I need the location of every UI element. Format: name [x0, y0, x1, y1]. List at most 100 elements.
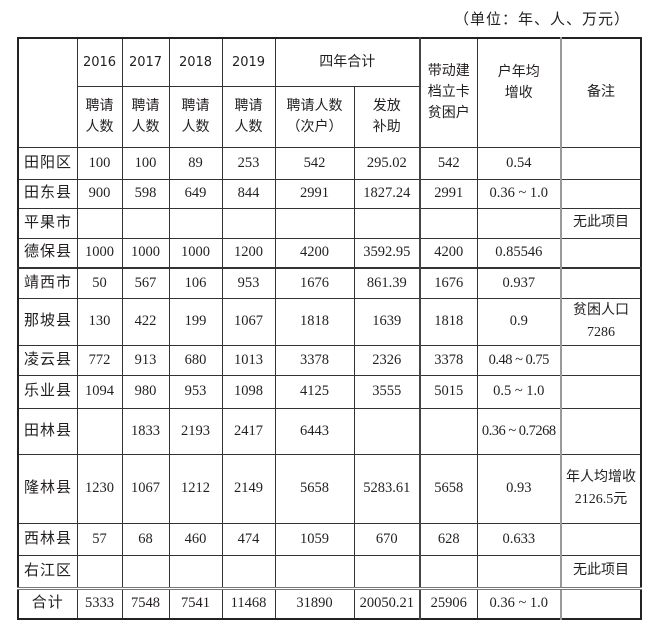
y2019-cell: 1200 — [221, 237, 276, 269]
year-header: 2018 — [168, 37, 223, 87]
total-cell: 2991 — [274, 178, 355, 209]
income-cell: 0.85546 — [476, 237, 562, 269]
note-cell: 年人均增收2126.5元 — [560, 453, 642, 524]
poor-cell — [419, 554, 478, 589]
y2016-cell: 5333 — [76, 586, 123, 620]
table-row: 平果市 无此项目 — [17, 207, 642, 239]
y2018-cell: 7541 — [168, 586, 223, 620]
table-row: 乐业县 1094 980 953 1098 4125 3555 5015 0.5 ~ 1.0 — [17, 374, 642, 409]
region-cell: 合计 — [17, 586, 78, 620]
y2018-cell: 680 — [168, 344, 223, 376]
y2018-cell — [168, 554, 223, 589]
table-row: 德保县 1000 1000 1000 1200 4200 3592.95 4200 0.8554… — [17, 237, 642, 269]
remarks-header: 备注 — [560, 37, 642, 148]
y2019-cell — [221, 207, 276, 239]
note-cell: 无此项目 — [560, 554, 642, 589]
poor-cell: 542 — [419, 146, 478, 180]
region-cell: 那坡县 — [17, 297, 78, 346]
region-cell: 隆林县 — [17, 453, 78, 524]
y2017-cell: 68 — [121, 522, 170, 556]
region-cell: 平果市 — [17, 207, 78, 239]
y2018-cell: 460 — [168, 522, 223, 556]
y2016-cell: 1000 — [76, 237, 123, 269]
hired-label: 聘请人数 — [85, 97, 114, 135]
y2017-cell: 980 — [121, 374, 170, 409]
note-cell — [560, 586, 642, 620]
note-cell — [560, 522, 642, 556]
poor-cell — [419, 207, 478, 239]
y2018-cell: 106 — [168, 267, 223, 299]
y2018-cell: 199 — [168, 297, 223, 346]
y2016-cell: 130 — [76, 297, 123, 346]
table-row: 田林县 1833 2193 2417 6443 0.36 ~ 0.7268 — [17, 407, 642, 455]
poor-cell: 4200 — [419, 237, 478, 269]
y2017-cell: 100 — [121, 146, 170, 180]
poor-cell: 3378 — [419, 344, 478, 376]
y2019-cell: 253 — [221, 146, 276, 180]
region-cell: 田阳区 — [17, 146, 78, 180]
total-cell — [274, 207, 355, 239]
y2017-cell: 1000 — [121, 237, 170, 269]
y2019-cell: 1013 — [221, 344, 276, 376]
note-cell — [560, 267, 642, 299]
table-row: 合计 5333 7548 7541 11468 31890 20050.21 25906 0.3… — [17, 586, 642, 620]
total-cell: 1818 — [274, 297, 355, 346]
total-cell — [274, 554, 355, 589]
y2016-cell: 50 — [76, 267, 123, 299]
y2017-cell: 913 — [121, 344, 170, 376]
subsidy-cell: 3555 — [353, 374, 421, 409]
total-cell: 5658 — [274, 453, 355, 524]
poor-households-header: 带动建档立卡贫困户 — [419, 37, 478, 148]
region-cell: 右江区 — [17, 554, 78, 589]
four-year-total-header: 四年合计 — [274, 37, 421, 87]
poor-cell — [419, 407, 478, 455]
y2018-cell: 1000 — [168, 237, 223, 269]
subsidy-cell: 670 — [353, 522, 421, 556]
subsidy-cell: 3592.95 — [353, 237, 421, 269]
y2018-cell: 1212 — [168, 453, 223, 524]
poor-cell: 2991 — [419, 178, 478, 209]
table-row: 那坡县 130 422 199 1067 1818 1639 1818 0.9 贫困人口7286 — [17, 297, 642, 346]
y2017-cell: 598 — [121, 178, 170, 209]
region-cell: 田东县 — [17, 178, 78, 209]
subsidy-label: 发放补助 — [372, 97, 401, 135]
y2019-cell: 2417 — [221, 407, 276, 455]
y2016-cell — [76, 407, 123, 455]
y2019-cell: 11468 — [221, 586, 276, 620]
y2016-cell: 57 — [76, 522, 123, 556]
subsidy-cell: 861.39 — [353, 267, 421, 299]
data-table: 2016 2017 2018 2019 四年合计 带动建档立卡贫困户 户年均增收… — [17, 37, 642, 620]
note-cell — [560, 146, 642, 180]
hired-total-label: 聘请人数（次户） — [286, 97, 343, 135]
table-row: 田东县 900 598 649 844 2991 1827.24 2991 0.36 ~ 1.0 — [17, 178, 642, 209]
income-cell: 0.36 ~ 0.7268 — [476, 407, 562, 455]
income-cell — [476, 207, 562, 239]
year-header: 2017 — [121, 37, 170, 87]
income-cell: 0.937 — [476, 267, 562, 299]
hired-label: 聘请人数 — [131, 97, 160, 135]
total-cell: 542 — [274, 146, 355, 180]
y2017-cell: 422 — [121, 297, 170, 346]
region-cell: 西林县 — [17, 522, 78, 556]
note-cell — [560, 374, 642, 409]
y2018-cell: 649 — [168, 178, 223, 209]
total-cell: 4125 — [274, 374, 355, 409]
total-cell: 4200 — [274, 237, 355, 269]
poor-cell: 25906 — [419, 586, 478, 620]
total-cell: 6443 — [274, 407, 355, 455]
y2019-cell: 474 — [221, 522, 276, 556]
y2016-cell: 772 — [76, 344, 123, 376]
income-cell: 0.633 — [476, 522, 562, 556]
region-cell: 靖西市 — [17, 267, 78, 299]
avg-income-label: 户年均增收 — [497, 63, 540, 101]
y2018-cell: 953 — [168, 374, 223, 409]
poor-cell: 5015 — [419, 374, 478, 409]
y2016-cell — [76, 207, 123, 239]
table-row: 隆林县 1230 1067 1212 2149 5658 5283.61 5658 0.93 年人… — [17, 453, 642, 524]
region-cell: 德保县 — [17, 237, 78, 269]
table-row: 右江区 无此项目 — [17, 554, 642, 589]
income-cell: 0.36 ~ 1.0 — [476, 178, 562, 209]
subsidy-header: 发放补助 — [353, 85, 421, 148]
year-header: 2016 — [76, 37, 123, 87]
note-cell: 无此项目 — [560, 207, 642, 239]
